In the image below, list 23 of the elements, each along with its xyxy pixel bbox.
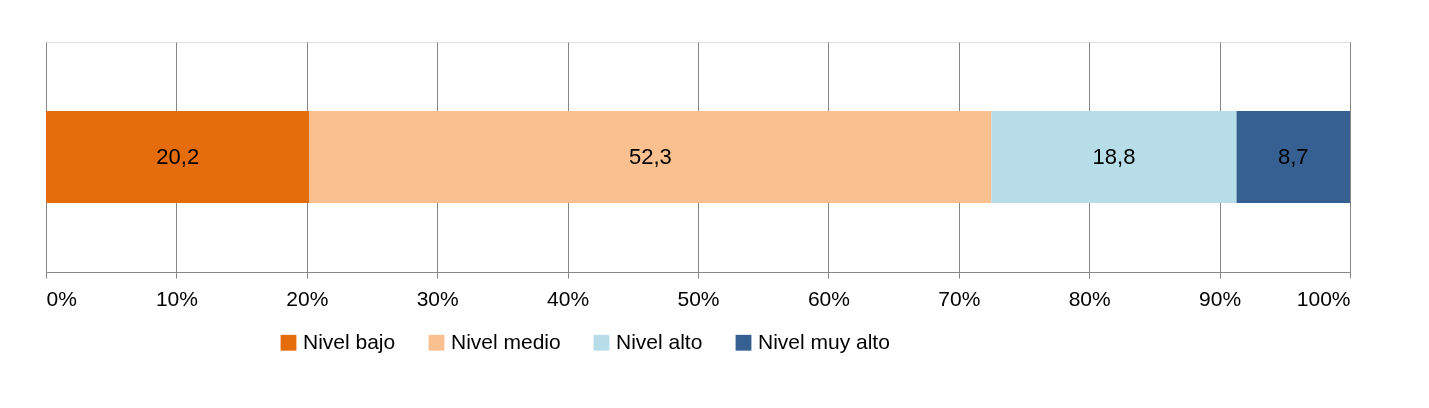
bar bbox=[46, 111, 310, 203]
x-tick-label: 60% bbox=[807, 286, 850, 310]
x-tick-label: 30% bbox=[416, 286, 459, 310]
data-label: 20,2 bbox=[156, 144, 200, 169]
x-tick-label: 10% bbox=[155, 286, 198, 310]
legend-label: Nivel bajo bbox=[303, 329, 396, 353]
legend-label: Nivel medio bbox=[451, 329, 561, 353]
x-tick-label: 70% bbox=[938, 286, 981, 310]
x-tick-label: 0% bbox=[46, 286, 77, 310]
x-tick-label: 40% bbox=[547, 286, 590, 310]
x-tick-label: 20% bbox=[286, 286, 329, 310]
bar bbox=[1236, 111, 1350, 203]
data-label: 8,7 bbox=[1277, 144, 1309, 169]
legend-label: Nivel alto bbox=[616, 329, 703, 353]
data-label: 18,8 bbox=[1092, 144, 1136, 169]
x-tick-label: 50% bbox=[677, 286, 720, 310]
x-tick-label: 100% bbox=[1296, 286, 1351, 310]
bar bbox=[991, 111, 1237, 203]
x-tick-label: 90% bbox=[1199, 286, 1242, 310]
legend-label: Nivel muy alto bbox=[758, 329, 890, 353]
data-label: 52,3 bbox=[628, 144, 672, 169]
bar bbox=[309, 111, 992, 203]
x-tick-label: 80% bbox=[1068, 286, 1111, 310]
